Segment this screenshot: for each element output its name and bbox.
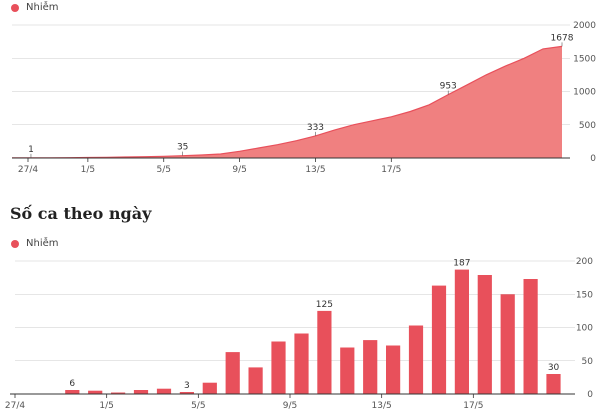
data-label: 1678 [551, 33, 574, 43]
y-tick-label: 50 [582, 357, 594, 367]
x-tick-label: 13/5 [372, 401, 392, 411]
data-label: 1 [28, 145, 34, 155]
bar [408, 325, 424, 394]
x-tick-label: 9/5 [232, 165, 246, 175]
y-tick-label: 500 [579, 121, 596, 131]
y-tick-label: 150 [576, 290, 593, 300]
y-tick-label: 1000 [573, 88, 596, 98]
bar [111, 392, 126, 394]
daily-chart: 0 50 100 150 200 27/4 1/5 5/5 9/5 13/5 17/5 6 3 125 18… [5, 257, 594, 411]
x-tick-label: 1/5 [81, 165, 95, 175]
legend-dot-icon [11, 3, 19, 12]
bar [500, 294, 515, 395]
bar [523, 279, 538, 394]
bar [431, 285, 447, 394]
bar [271, 341, 286, 394]
bar [156, 388, 172, 394]
section-title: Số ca theo ngày [10, 204, 152, 223]
data-label: 333 [307, 123, 324, 133]
data-label: 6 [69, 379, 75, 389]
data-label: 187 [453, 259, 470, 269]
bar [317, 310, 332, 394]
bar [477, 275, 492, 394]
bar [133, 390, 149, 394]
bar [179, 392, 194, 394]
legend-dot-icon [11, 239, 19, 248]
bar [65, 390, 80, 394]
data-label: 953 [440, 82, 457, 92]
data-label: 3 [184, 381, 190, 391]
area-line [12, 45, 563, 159]
legend-label: Nhiễm [26, 2, 59, 13]
x-tick-label: 1/5 [99, 401, 113, 411]
data-label: 125 [316, 300, 333, 310]
x-tick-label: 27/4 [5, 401, 25, 411]
area-series [12, 46, 562, 158]
bar [386, 345, 401, 394]
data-label: 30 [548, 363, 560, 373]
x-tick-label: 13/5 [305, 165, 325, 175]
bar [454, 269, 469, 394]
data-label: 35 [177, 143, 188, 153]
bar [294, 333, 309, 394]
y-tick-label: 100 [576, 324, 593, 334]
y-tick-label: 0 [590, 154, 596, 164]
y-tick-label: 1500 [573, 54, 596, 64]
x-tick-label: 27/4 [18, 165, 38, 175]
bar [340, 347, 355, 394]
bar [88, 390, 103, 394]
cumulative-chart: 0 500 1000 1500 2000 27/4 1/5 5/5 9/5 13/5 17/5 1 35… [12, 21, 596, 175]
y-tick-label: 0 [587, 390, 593, 400]
legend-top: Nhiễm [11, 2, 59, 13]
x-tick-label: 5/5 [191, 401, 205, 411]
legend-bottom: Nhiễm [11, 238, 59, 249]
x-tick-label: 9/5 [283, 401, 297, 411]
bar [225, 352, 240, 394]
y-tick-label: 200 [576, 257, 593, 267]
bar [363, 340, 378, 394]
bar [546, 374, 561, 394]
legend-label: Nhiễm [26, 238, 59, 249]
x-tick-label: 17/5 [463, 401, 483, 411]
y-tick-label: 2000 [573, 21, 596, 31]
bar [248, 367, 263, 394]
x-tick-label: 17/5 [381, 165, 401, 175]
x-tick-label: 5/5 [156, 165, 170, 175]
bar [202, 382, 217, 394]
